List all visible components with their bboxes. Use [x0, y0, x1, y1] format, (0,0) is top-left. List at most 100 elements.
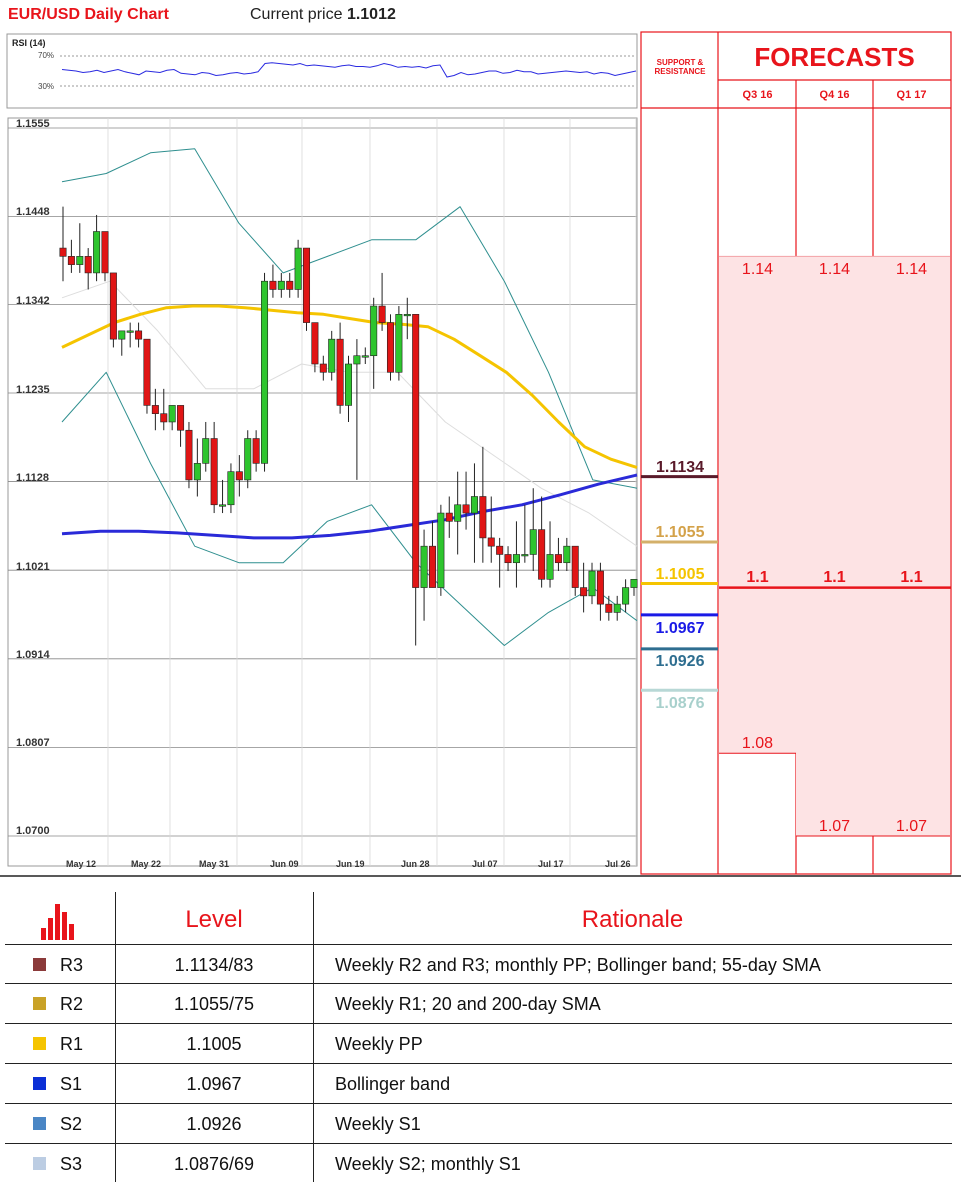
candle-body [269, 280, 277, 290]
levels-table: Level Rationale R3 1.1134/83 Weekly R2 a… [5, 892, 952, 1182]
table-divider-2 [313, 892, 314, 1182]
color-swatch [33, 1037, 46, 1050]
candle-body [470, 496, 478, 514]
y-tick-3: 1.1342 [16, 295, 50, 307]
forecast-high-q1: 1.14 [895, 261, 928, 278]
candle-body [193, 463, 201, 481]
candle-body [412, 314, 420, 588]
table-header-level: Level [185, 906, 243, 933]
level-rationale: Weekly PP [335, 1034, 423, 1054]
candle-body [118, 330, 126, 340]
candle-body [109, 272, 117, 340]
candle-body [479, 496, 487, 539]
table-row: S3 1.0876/69 Weekly S2; monthly S1 [5, 1143, 952, 1182]
x-tick-8: Jul 17 [538, 859, 564, 869]
candle-body [370, 305, 378, 357]
candle-body [319, 363, 327, 373]
candle-body [344, 363, 352, 406]
rsi-label: RSI (14) [12, 38, 46, 48]
candle-body [622, 587, 630, 605]
forecast-low-q1: 1.07 [895, 818, 928, 835]
candle-body [219, 504, 227, 507]
sma55-line [61, 304, 638, 469]
candle-body [210, 438, 218, 506]
table-row: S1 1.0967 Bollinger band [5, 1063, 952, 1104]
candle-body [303, 247, 311, 323]
candle-body [445, 512, 453, 522]
forecast-low-q4: 1.07 [818, 818, 851, 835]
y-tick-6: 1.1021 [16, 561, 50, 573]
level-value: 1.0876/69 [173, 1154, 255, 1174]
candle-body [538, 529, 546, 580]
y-tick-5: 1.1128 [16, 472, 50, 484]
candle-body [261, 280, 269, 464]
candle-body [428, 545, 436, 588]
candle-body [235, 471, 243, 481]
candle-body [67, 256, 75, 265]
candle-body [437, 512, 445, 588]
candle-body [353, 355, 361, 365]
table-row: S2 1.0926 Weekly S1 [5, 1103, 952, 1144]
candle-body [311, 322, 319, 365]
level-rationale: Weekly R2 and R3; monthly PP; Bollinger … [335, 955, 821, 975]
candle-body [580, 587, 588, 597]
color-swatch [33, 1077, 46, 1090]
sr-level-label-s1: 1.0967 [655, 620, 705, 637]
rsi-panel [6, 33, 638, 109]
y-tick-9: 1.0700 [16, 825, 50, 837]
candle-body [496, 545, 504, 555]
candle-body [76, 256, 84, 265]
x-tick-4: Jun 09 [270, 859, 299, 869]
rsi-line [61, 62, 637, 78]
candle-body [93, 231, 101, 274]
table-row: R3 1.1134/83 Weekly R2 and R3; monthly P… [5, 944, 952, 985]
level-code: R3 [60, 955, 84, 975]
candle-body [160, 413, 168, 423]
bollinger-lower-line [61, 371, 638, 646]
rsi-tick-30: 30% [38, 82, 55, 91]
table-row: R2 1.1055/75 Weekly R1; 20 and 200-day S… [5, 983, 952, 1024]
y-tick-2: 1.1448 [16, 206, 50, 218]
candle-body [588, 570, 596, 597]
level-value: 1.1005 [186, 1034, 242, 1054]
level-code: S1 [60, 1074, 83, 1094]
level-code: S2 [60, 1114, 83, 1134]
table-row: R1 1.1005 Weekly PP [5, 1023, 952, 1064]
candle-body [462, 504, 470, 514]
candle-body [395, 314, 403, 373]
candle-body [386, 322, 394, 373]
sr-level-label-s2: 1.0926 [655, 653, 705, 670]
candle-body [202, 438, 210, 464]
forecasts-title: FORECASTS [754, 42, 915, 72]
candle-body [126, 330, 134, 333]
forecast-low-q3: 1.08 [741, 735, 774, 752]
table-divider-1 [115, 892, 116, 1182]
candle-body [378, 305, 386, 323]
sr-level-label-r3: 1.1134 [655, 459, 705, 476]
candle-body [277, 280, 285, 290]
level-rationale: Weekly R1; 20 and 200-day SMA [335, 994, 601, 1014]
candle-body [84, 256, 92, 274]
candle-body [151, 405, 159, 414]
x-tick-3: May 31 [199, 859, 230, 869]
forecast-high-q4: 1.14 [818, 261, 851, 278]
level-code: S3 [60, 1154, 83, 1174]
chart-title: EUR/USD Daily Chart [8, 6, 169, 23]
candle-body [571, 545, 579, 588]
forecast-high-q3: 1.14 [741, 261, 774, 278]
candle-body [596, 570, 604, 605]
chart-canvas [0, 31, 961, 877]
candle-body [252, 438, 260, 464]
candle-body [336, 338, 344, 406]
level-rationale: Bollinger band [335, 1074, 451, 1094]
table-header-rationale: Rationale [581, 906, 684, 933]
sr-level-label-r2: 1.1055 [655, 524, 705, 541]
candle-body [613, 603, 621, 613]
candle-body [529, 529, 537, 555]
rsi-tick-70: 70% [38, 51, 55, 60]
x-tick-2: May 22 [131, 859, 162, 869]
level-value: 1.1055/75 [173, 994, 255, 1014]
level-value: 1.0967 [186, 1074, 242, 1094]
candle-body [454, 504, 462, 522]
sr-level-label-r1: 1.1005 [655, 566, 705, 583]
